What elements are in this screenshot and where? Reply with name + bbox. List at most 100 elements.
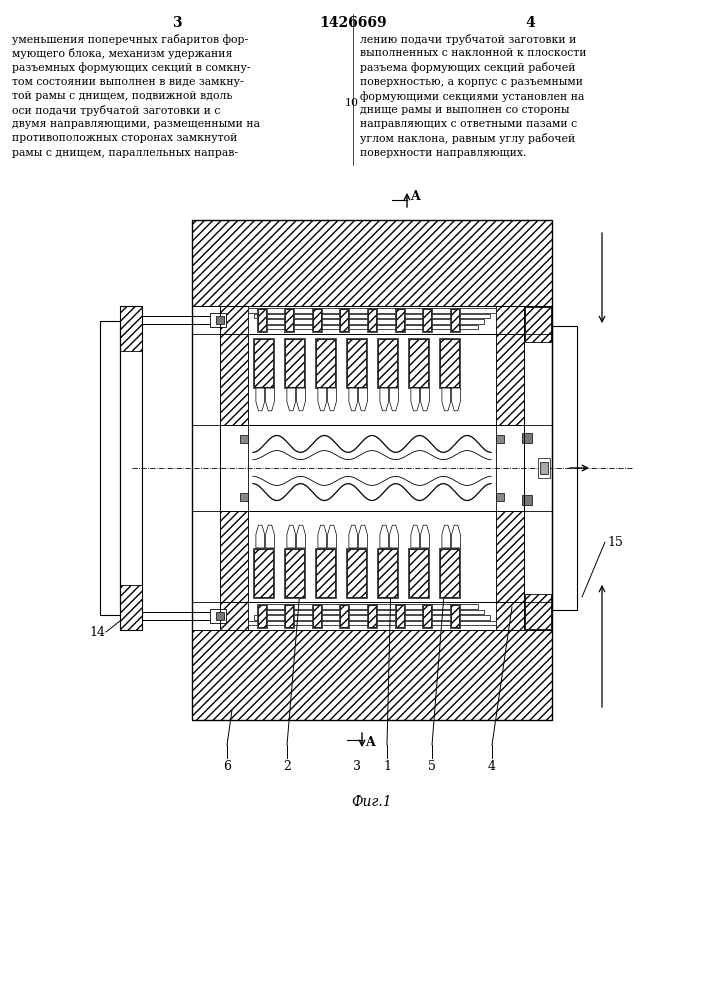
Bar (260, 610, 484, 614)
Text: 1: 1 (383, 760, 391, 773)
Text: формующими секциями установлен на: формующими секциями установлен на (360, 91, 585, 102)
Text: 15: 15 (607, 536, 623, 550)
Bar (210, 313, 226, 327)
Polygon shape (380, 525, 389, 548)
Bar (220, 602, 248, 630)
Polygon shape (421, 525, 429, 548)
Bar (346, 338, 368, 388)
Text: рамы с днищем, параллельных направ-: рамы с днищем, параллельных направ- (12, 148, 238, 158)
Bar (220, 511, 248, 602)
Bar (496, 435, 504, 443)
Bar (422, 604, 432, 628)
Bar (538, 458, 550, 478)
Bar (408, 548, 429, 598)
Bar (368, 309, 376, 331)
Bar (440, 549, 460, 597)
Text: разъемных формующих секций в сомкну-: разъемных формующих секций в сомкну- (12, 62, 250, 73)
Text: лению подачи трубчатой заготовки и: лению подачи трубчатой заготовки и (360, 34, 576, 45)
Polygon shape (327, 525, 337, 548)
Bar (440, 339, 460, 387)
Polygon shape (266, 525, 274, 548)
Text: 1426669: 1426669 (319, 16, 387, 30)
Bar (378, 549, 397, 597)
Bar (522, 433, 532, 443)
Bar (258, 309, 266, 331)
Polygon shape (358, 388, 368, 411)
Bar (240, 493, 248, 501)
Bar (284, 338, 305, 388)
Bar (496, 511, 524, 602)
Bar (313, 605, 321, 627)
Bar (450, 309, 459, 331)
Bar (266, 604, 478, 609)
Text: 3: 3 (173, 16, 182, 30)
Bar (216, 316, 224, 324)
Text: A: A (410, 190, 420, 204)
Bar (248, 425, 496, 511)
Bar (220, 306, 524, 630)
Bar (378, 339, 397, 387)
Bar (220, 306, 248, 334)
Bar (368, 605, 376, 627)
Polygon shape (452, 525, 460, 548)
Bar (450, 604, 460, 628)
Bar (252, 548, 274, 598)
Bar (286, 605, 293, 627)
Bar (522, 495, 532, 505)
Bar (220, 334, 248, 425)
Bar (285, 549, 304, 597)
Bar (540, 462, 548, 474)
Bar (438, 548, 460, 598)
Bar (266, 325, 478, 329)
Bar (254, 615, 490, 620)
Bar (120, 306, 142, 630)
Bar (496, 334, 524, 425)
Text: 4: 4 (525, 16, 535, 30)
Polygon shape (327, 388, 337, 411)
Polygon shape (390, 525, 398, 548)
Polygon shape (442, 388, 450, 411)
Text: противоположных сторонах замкнутой: противоположных сторонах замкнутой (12, 133, 238, 143)
Text: том состоянии выполнен в виде замкну-: том состоянии выполнен в виде замкну- (12, 77, 244, 87)
Bar (142, 316, 220, 324)
Polygon shape (318, 525, 327, 548)
Text: 10: 10 (345, 98, 359, 108)
Text: выполненных с наклонной к плоскости: выполненных с наклонной к плоскости (360, 48, 587, 58)
Bar (377, 338, 398, 388)
Bar (315, 548, 337, 598)
Bar (367, 604, 377, 628)
Polygon shape (256, 525, 264, 548)
Polygon shape (266, 388, 274, 411)
Bar (408, 338, 429, 388)
Polygon shape (421, 388, 429, 411)
Bar (377, 548, 398, 598)
Text: A: A (365, 736, 375, 750)
Bar (120, 306, 142, 351)
Bar (346, 339, 366, 387)
Text: Фиг.1: Фиг.1 (351, 795, 392, 809)
Polygon shape (318, 388, 327, 411)
Polygon shape (297, 388, 305, 411)
Bar (254, 549, 274, 597)
Polygon shape (411, 388, 419, 411)
Bar (284, 308, 294, 332)
Text: той рамы с днищем, подвижной вдоль: той рамы с днищем, подвижной вдоль (12, 91, 233, 101)
Bar (285, 339, 304, 387)
Bar (341, 309, 349, 331)
Bar (552, 326, 577, 610)
Text: уменьшения поперечных габаритов фор-: уменьшения поперечных габаритов фор- (12, 34, 248, 45)
Text: днище рамы и выполнен со стороны: днище рамы и выполнен со стороны (360, 105, 570, 115)
Bar (312, 308, 322, 332)
Bar (422, 308, 432, 332)
Bar (100, 321, 120, 615)
Bar (216, 612, 224, 620)
Bar (248, 334, 496, 425)
Polygon shape (390, 388, 398, 411)
Bar (341, 605, 349, 627)
Polygon shape (256, 388, 264, 411)
Bar (248, 308, 496, 313)
Bar (367, 308, 377, 332)
Bar (450, 308, 460, 332)
Bar (525, 594, 551, 629)
Bar (395, 604, 404, 628)
